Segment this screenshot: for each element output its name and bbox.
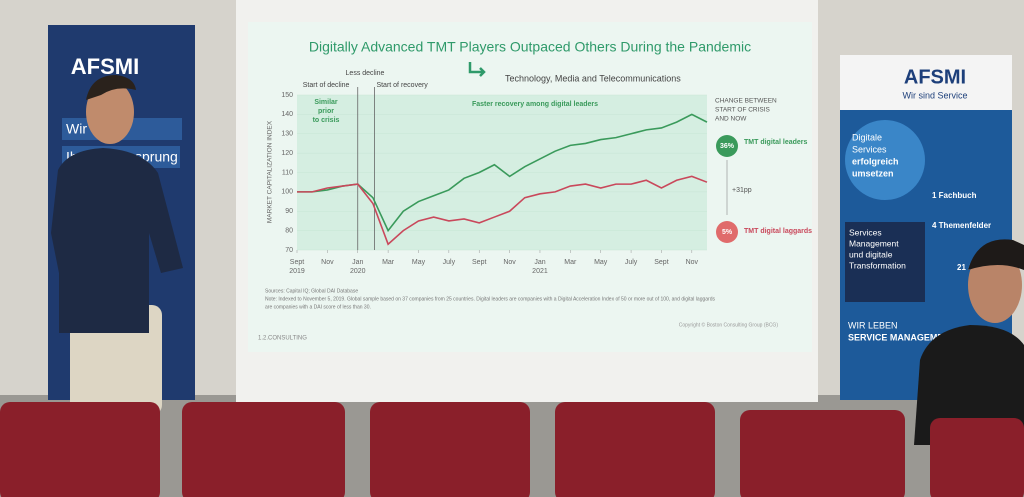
- series-line: [297, 113, 708, 233]
- x-tick-label: Nov: [686, 259, 699, 266]
- y-tick-label: 80: [285, 227, 293, 234]
- event-label: Start of recovery: [376, 82, 428, 89]
- y-tick-label: 90: [285, 208, 293, 215]
- x-tick-label: Sept: [654, 259, 668, 266]
- copyright: Copyright © Boston Consulting Group (BCG…: [679, 321, 779, 328]
- sources: Sources: Capital IQ; Global DAI Database: [265, 288, 358, 294]
- change-heading: START OF CRISIS: [715, 107, 771, 114]
- legend-label: TMT digital leaders: [744, 139, 808, 146]
- banner-logo: AFSMI: [71, 54, 139, 79]
- event-label: Start of decline: [303, 82, 350, 89]
- x-tick-label: May: [412, 259, 426, 266]
- x-tick-label: July: [625, 259, 638, 266]
- banner-text: erfolgreich: [852, 156, 899, 166]
- y-tick-label: 130: [281, 131, 293, 138]
- change-heading: CHANGE BETWEEN: [715, 98, 777, 105]
- arrow-icon: [468, 62, 486, 77]
- chairs: [0, 402, 1024, 497]
- annotation: to crisis: [313, 117, 340, 124]
- note: Note: Indexed to November 5, 2019. Globa…: [265, 296, 715, 302]
- book-title: Transformation: [849, 260, 906, 270]
- annotation: Similar: [314, 99, 338, 106]
- slide-subtitle: Technology, Media and Telecommunications: [505, 73, 681, 83]
- slide-title: Digitally Advanced TMT Players Outpaced …: [309, 39, 751, 55]
- banner-circle: [845, 120, 925, 200]
- x-tick-label: Nov: [321, 259, 334, 266]
- note: are companies with a DAI score of less t…: [265, 304, 371, 310]
- banner-fact: 4 Themenfelder: [932, 221, 991, 230]
- y-tick-label: 100: [281, 189, 293, 196]
- badge: [716, 221, 738, 243]
- book-title: Services: [849, 227, 882, 237]
- banner-logo: AFSMI: [904, 66, 966, 88]
- banner-text: WIR LEBEN: [848, 320, 898, 330]
- book-title: und digitale: [849, 249, 893, 259]
- footer: 1.2.CONSULTING: [258, 336, 307, 342]
- y-tick-label: 110: [282, 169, 293, 176]
- banner-fact: 1 Fachbuch: [932, 191, 977, 200]
- x-tick-label: Nov: [503, 259, 516, 266]
- x-tick-label: July: [443, 259, 456, 266]
- series-line: [297, 175, 708, 246]
- year-label: 2021: [532, 268, 548, 275]
- year-label: 2020: [350, 268, 366, 275]
- y-tick-label: 140: [281, 111, 293, 118]
- y-tick-label: 150: [281, 92, 293, 99]
- change-heading: AND NOW: [715, 116, 747, 123]
- x-tick-label: May: [594, 259, 608, 266]
- laggards-change: 5%: [722, 229, 733, 236]
- gap-label: +31pp: [732, 187, 752, 194]
- x-tick-label: Sept: [290, 259, 304, 266]
- annotation: Faster recovery among digital leaders: [472, 101, 598, 108]
- banner-fact: 21 Au: [957, 263, 979, 272]
- y-tick-label: 120: [281, 150, 293, 157]
- x-tick-label: Jan: [352, 259, 363, 266]
- x-tick-label: Mar: [382, 259, 395, 266]
- banner-text: umsetzen: [852, 168, 894, 178]
- annotation: prior: [318, 108, 334, 115]
- annotation: Less decline: [346, 70, 385, 77]
- banner-text: Wir: [66, 121, 87, 137]
- badge: [716, 135, 738, 157]
- banner-text: Digitale: [852, 132, 882, 142]
- x-tick-label: Jan: [534, 259, 545, 266]
- chart: 70 80 90 100 110 120 130 140 150 Sept Nov Jan Mar May…: [281, 82, 708, 275]
- x-tick-label: Sept: [472, 259, 486, 266]
- banner-text: Services: [852, 144, 887, 154]
- presenter: [51, 75, 183, 415]
- y-axis-label: MARKET CAPITALIZATION INDEX: [267, 120, 274, 223]
- y-tick-label: 70: [285, 247, 293, 254]
- audience-member: [914, 239, 1024, 445]
- x-tick-label: Mar: [564, 259, 577, 266]
- legend-label: TMT digital laggards: [744, 228, 812, 235]
- banner-text: SERVICE MANAGEMENT: [848, 332, 956, 342]
- book-title: Management: [849, 238, 899, 248]
- year-label: 2019: [289, 268, 305, 275]
- banner-top: [840, 55, 1012, 110]
- book: [845, 222, 925, 302]
- leaders-change: 36%: [720, 143, 735, 150]
- banner-tagline: Wir sind Service: [902, 90, 967, 100]
